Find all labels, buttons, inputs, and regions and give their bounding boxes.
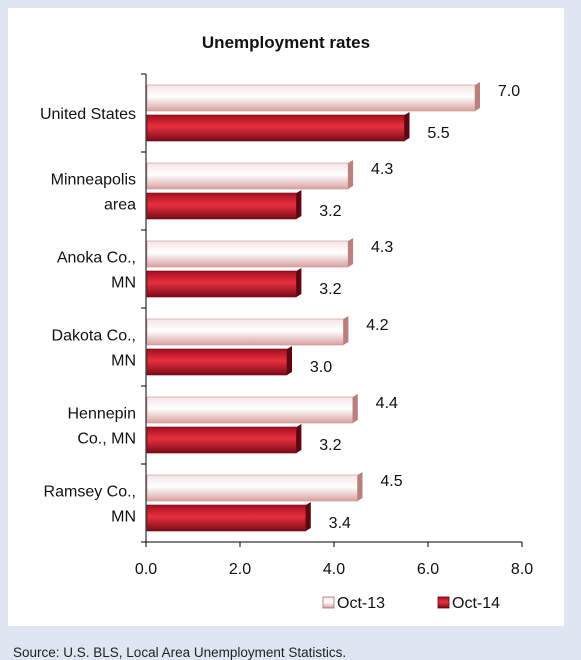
bar-oct-14	[146, 348, 288, 376]
bar-end-cap	[357, 472, 363, 501]
category-label: Hennepin	[68, 406, 137, 423]
bar-chart: Unemployment rates 0.0 2.0 4.0 6.0 8.0 United…	[40, 33, 533, 612]
legend-swatch-oct-13	[322, 596, 335, 609]
bar-end-cap	[287, 346, 292, 375]
x-tick-label: 0.0	[135, 561, 157, 578]
category-label: Anoka Co.,	[57, 250, 136, 267]
chart-panel: Unemployment rates 0.0 2.0 4.0 6.0 8.0 United…	[8, 8, 564, 660]
category-label: MN	[111, 353, 136, 370]
data-label: 3.4	[329, 515, 351, 532]
bar-end-cap	[348, 238, 354, 267]
data-label: 3.0	[310, 359, 332, 376]
bar-oct-14	[146, 426, 297, 454]
bar-oct-14	[146, 270, 297, 298]
data-label: 7.0	[498, 83, 520, 100]
legend-swatch-oct-14	[437, 596, 450, 609]
category-label: area	[104, 197, 136, 214]
bar-oct-14	[146, 504, 307, 532]
bar-end-cap	[348, 160, 354, 189]
bar-end-cap	[352, 394, 358, 423]
data-label: 3.2	[319, 437, 341, 454]
data-label: 4.3	[371, 161, 393, 178]
category-label: MN	[111, 275, 136, 292]
bar-end-cap	[296, 424, 302, 453]
data-label: 4.4	[376, 395, 398, 412]
x-tick-label: 4.0	[323, 561, 345, 578]
bar-oct-13	[146, 240, 349, 268]
category-label: Ramsey Co.,	[44, 484, 136, 501]
x-tick-label: 2.0	[229, 561, 251, 578]
data-label: 4.5	[380, 473, 402, 490]
category-label: Co., MN	[77, 431, 136, 448]
x-tick-label: 8.0	[511, 561, 533, 578]
data-label: 3.2	[319, 203, 341, 220]
data-label: 3.2	[319, 281, 341, 298]
category-label: Dakota Co.,	[52, 328, 136, 345]
bar-end-cap	[305, 502, 311, 531]
bar-end-cap	[296, 268, 302, 297]
category-label: MN	[111, 509, 136, 526]
bar-end-cap	[343, 316, 349, 345]
data-label: 4.2	[366, 317, 388, 334]
bar-oct-13	[146, 162, 349, 190]
bar-end-cap	[475, 82, 480, 111]
data-label: 5.5	[427, 125, 449, 142]
x-tick-label: 6.0	[417, 561, 439, 578]
bar-end-cap	[296, 190, 302, 219]
legend-label: Oct-14	[452, 595, 500, 612]
legend-label: Oct-13	[337, 595, 385, 612]
bar-oct-13	[146, 474, 358, 502]
data-label: 4.3	[371, 239, 393, 256]
chart-title: Unemployment rates	[202, 33, 370, 52]
bar-end-cap	[404, 112, 410, 141]
bar-oct-13	[146, 318, 344, 346]
bar-oct-14	[146, 114, 405, 142]
category-label: United States	[40, 106, 136, 123]
bar-oct-13	[146, 84, 476, 112]
category-label: Minneapolis	[51, 172, 136, 189]
source-note: Source: U.S. BLS, Local Area Unemploymen…	[13, 645, 347, 660]
bar-oct-14	[146, 192, 297, 220]
bar-oct-13	[146, 396, 354, 424]
